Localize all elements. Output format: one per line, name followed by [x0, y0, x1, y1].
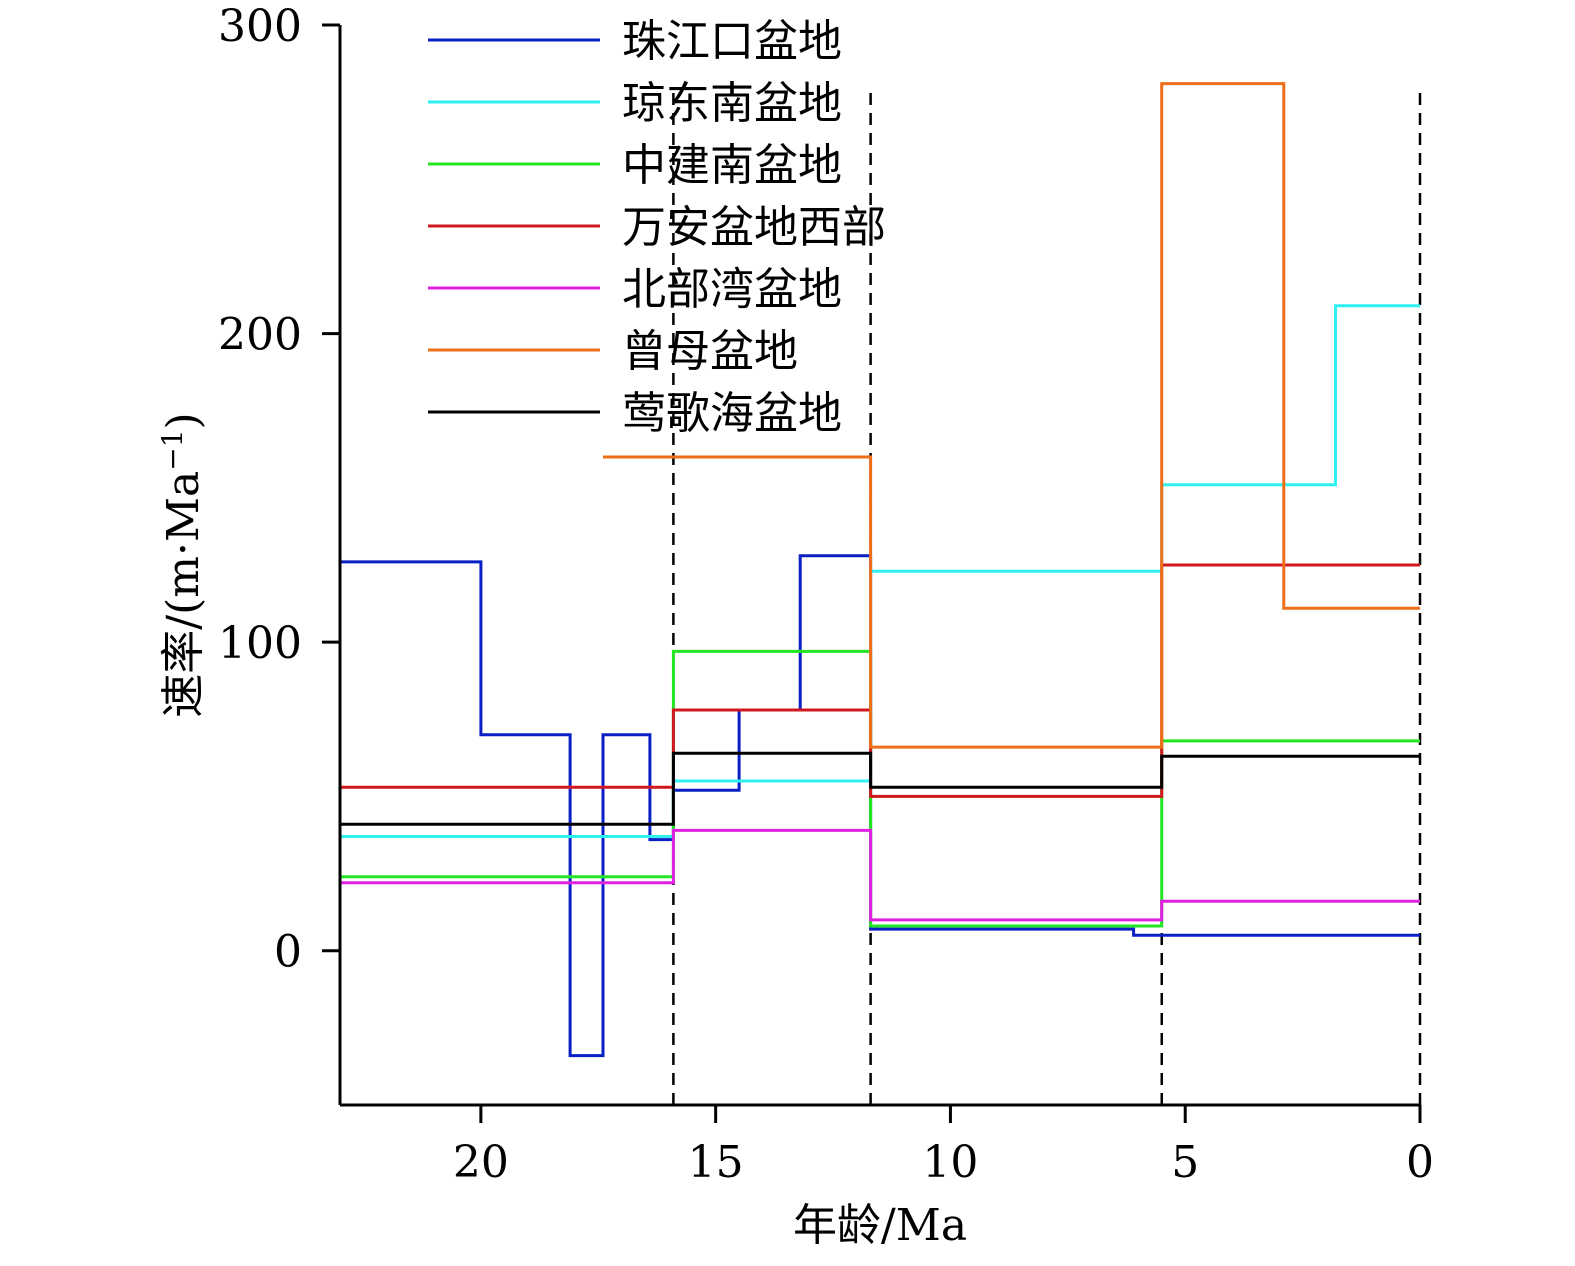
legend-label-3: 万安盆地西部	[622, 202, 886, 253]
x-axis-title: 年龄/Ma	[793, 1200, 967, 1251]
x-tick-label-10: 10	[922, 1137, 978, 1188]
y-axis-title-main: 速率/(m·Ma	[158, 471, 209, 718]
y-axis-title: 速率/(m·Ma−1)	[156, 412, 210, 717]
y-axis-title-close: )	[158, 412, 209, 429]
legend-label-1: 琼东南盆地	[622, 78, 842, 129]
legend-label-2: 中建南盆地	[622, 140, 842, 191]
legend-label-6: 莺歌海盆地	[622, 388, 842, 439]
legend-label-0: 珠江口盆地	[622, 16, 842, 67]
y-tick-label-100: 100	[218, 618, 302, 669]
x-tick-label-15: 15	[688, 1137, 744, 1188]
legend-label-4: 北部湾盆地	[622, 264, 842, 315]
series-line-4	[340, 828, 1420, 922]
axes: 0 100 200 300 20 15 10 5 0	[218, 1, 1434, 1188]
legend-label-5: 曾母盆地	[622, 326, 798, 377]
y-axis-title-superscript: −1	[156, 429, 189, 470]
series-line-6	[340, 751, 1420, 826]
y-tick-label-0: 0	[274, 927, 302, 978]
y-tick-label-200: 200	[218, 310, 302, 361]
series-line-3	[340, 563, 1420, 798]
x-tick-label-0: 0	[1406, 1137, 1434, 1188]
y-tick-label-300: 300	[218, 1, 302, 52]
x-tick-label-20: 20	[453, 1137, 509, 1188]
x-tick-label-5: 5	[1171, 1137, 1199, 1188]
series-lines	[340, 82, 1420, 1058]
series-line-0	[340, 554, 1420, 1058]
series-line-5	[603, 82, 1420, 749]
